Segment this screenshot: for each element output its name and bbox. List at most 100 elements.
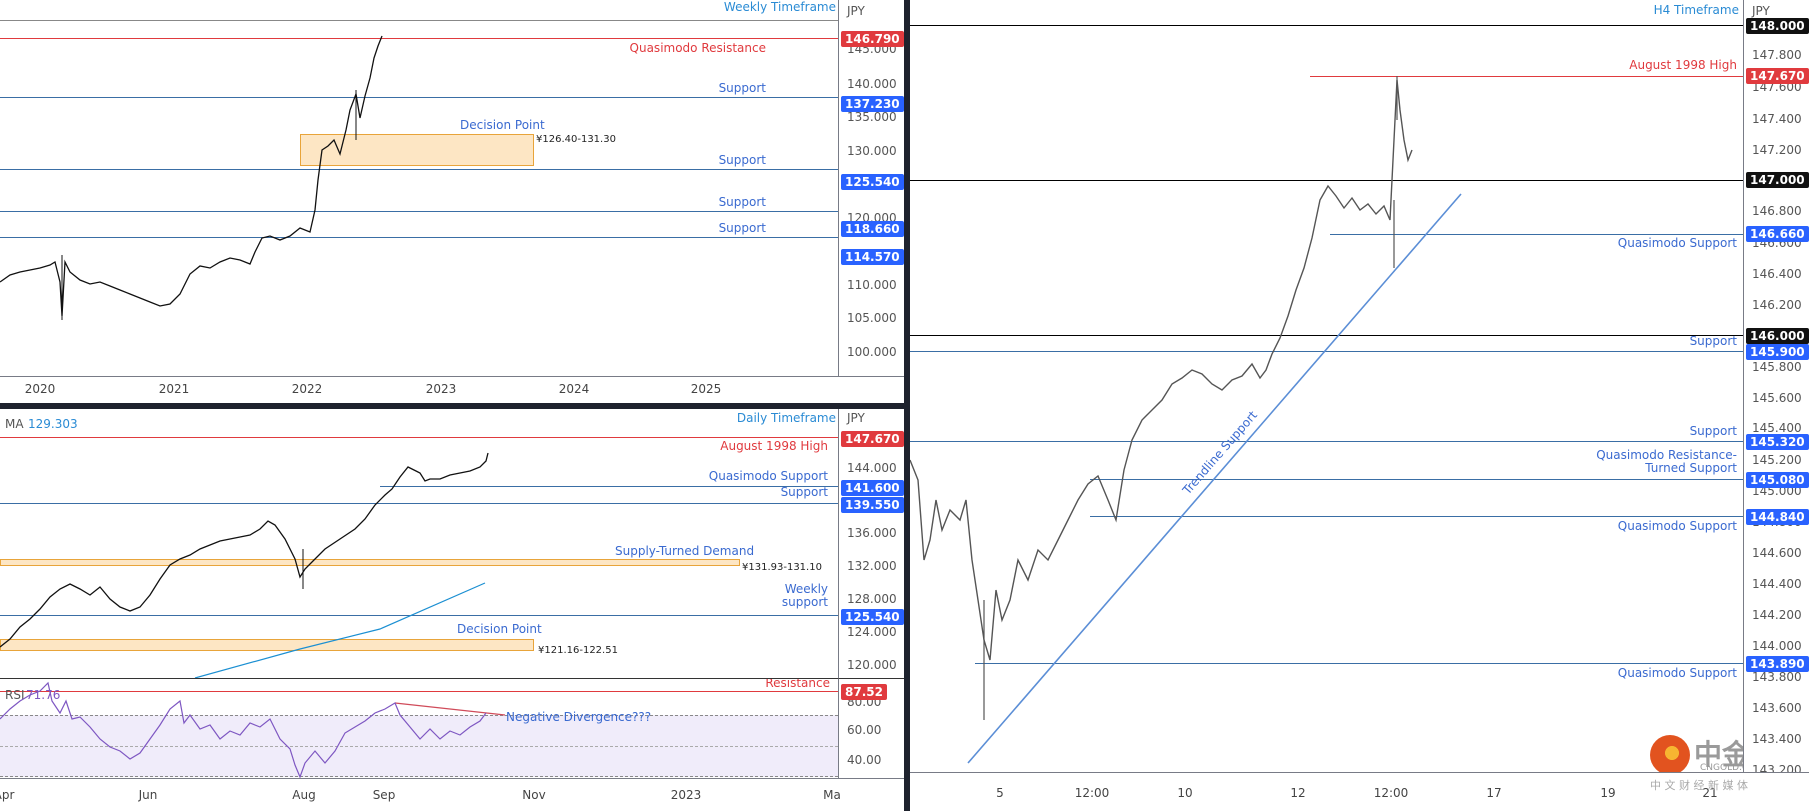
weekly-decision-point-zone[interactable] — [300, 134, 534, 166]
h4-candles — [910, 76, 1462, 764]
weekly-timeframe-label: Weekly Timeframe — [723, 0, 836, 14]
weekly-price-badge: 125.540 — [841, 174, 904, 190]
daily-level-label: Quasimodo Support — [708, 469, 828, 483]
price-tick: 146.800 — [1752, 204, 1802, 218]
price-tick: 146.400 — [1752, 267, 1802, 281]
weekly-price-axis[interactable]: JPY 145.000 140.000 135.000 130.000 120.… — [838, 0, 905, 376]
time-tick: 2023 — [425, 382, 457, 396]
rsi-label: RSI — [5, 688, 25, 702]
weekly-price-badge: 114.570 — [841, 249, 904, 265]
daily-level-label: August 1998 High — [720, 439, 828, 453]
h4-timeframe-label: H4 Timeframe — [1653, 3, 1739, 17]
h4-time-axis[interactable]: 5 12:00 10 12 12:00 17 19 21 中 文 财 经 新 媒… — [910, 772, 1809, 812]
supply-turned-demand-zone[interactable] — [0, 559, 740, 566]
daily-currency-label: JPY — [847, 411, 865, 425]
daily-price-badge: 139.550 — [841, 497, 904, 513]
h4-currency-label: JPY — [1752, 4, 1770, 18]
h4-level-line — [975, 663, 1743, 664]
daily-level-line — [0, 503, 838, 504]
h4-level-line-148 — [910, 25, 1743, 26]
weekly-zone-title: Decision Point — [460, 118, 545, 132]
daily-candles — [0, 452, 489, 678]
rsi-tick: 60.00 — [847, 723, 882, 737]
price-tick: 100.000 — [847, 345, 897, 359]
daily-timeframe-label: Daily Timeframe — [736, 411, 836, 425]
h4-price-badge: 144.840 — [1746, 509, 1809, 525]
time-tick: 12 — [1290, 786, 1306, 800]
h4-price-badge: 143.890 — [1746, 656, 1809, 672]
daily-price-badge: 141.600 — [841, 480, 904, 496]
price-tick: 120.000 — [847, 658, 897, 672]
pane-divider-horizontal[interactable] — [0, 403, 904, 409]
time-tick: Sep — [372, 788, 396, 802]
time-tick: 2021 — [158, 382, 190, 396]
h4-price-axis[interactable]: JPY 147.800 147.600 147.400 147.200 146.… — [1743, 0, 1809, 777]
h4-level-label: Quasimodo Support — [1617, 519, 1737, 533]
weekly-level-line — [0, 169, 838, 170]
daily-chart-pane[interactable]: MA 129.303 Daily Timeframe August 1998 H… — [0, 409, 838, 678]
daily-decision-point-zone[interactable] — [0, 639, 534, 651]
h4-price-badge: 145.320 — [1746, 434, 1809, 450]
h4-price-badge: 147.670 — [1746, 68, 1809, 84]
rsi-pane[interactable]: Resistance RSI 71.76 Negative Divergence… — [0, 678, 838, 779]
pane-divider-vertical[interactable] — [904, 0, 910, 811]
price-tick: 144.400 — [1752, 577, 1802, 591]
rsi-resistance-label: Resistance — [765, 678, 830, 690]
time-tick: 2025 — [690, 382, 722, 396]
time-tick: 19 — [1600, 786, 1616, 800]
price-tick: 146.200 — [1752, 298, 1802, 312]
weekly-level-label: Quasimodo Resistance — [629, 41, 766, 55]
price-tick: 135.000 — [847, 110, 897, 124]
rsi-70-line — [0, 715, 838, 716]
cngold-tagline: 中 文 财 经 新 媒 体 — [1650, 779, 1748, 792]
h4-level-label: Quasimodo Support — [1617, 236, 1737, 250]
weekly-zone-range: ¥126.40-131.30 — [536, 134, 616, 145]
rsi-50-line — [0, 746, 838, 747]
rsi-tick: 40.00 — [847, 753, 882, 767]
daily-zone-title: Supply-Turned Demand — [615, 544, 755, 558]
daily-level-line — [380, 486, 838, 487]
time-tick: 12:00 — [1373, 786, 1409, 800]
price-tick: 147.200 — [1752, 143, 1802, 157]
price-tick: 136.000 — [847, 526, 897, 540]
weekly-price-badge: 137.230 — [841, 96, 904, 112]
daily-level-label: Weekly support — [781, 582, 828, 609]
h4-level-line — [1090, 516, 1743, 517]
price-tick: 147.800 — [1752, 48, 1802, 62]
price-tick: 143.400 — [1752, 732, 1802, 746]
rsi-30-line — [0, 776, 838, 777]
cngold-watermark: 中金网 CNGOLD.COM.CN — [1650, 735, 1743, 772]
h4-price-badge: 146.000 — [1746, 328, 1809, 344]
h4-level-label: Quasimodo Resistance-Turned Support — [1596, 448, 1737, 475]
cngold-logo-icon — [1650, 735, 1690, 772]
weekly-level-label: Support — [718, 221, 766, 235]
daily-level-label: Support — [780, 485, 828, 499]
time-tick: 17 — [1486, 786, 1502, 800]
h4-level-label: August 1998 High — [1629, 58, 1737, 72]
weekly-price-badge: 146.790 — [841, 31, 904, 47]
price-tick: 130.000 — [847, 144, 897, 158]
price-tick: 144.000 — [1752, 639, 1802, 653]
weekly-top-line — [0, 20, 838, 21]
daily-price-badge: 125.540 — [841, 609, 904, 625]
h4-chart-pane[interactable]: H4 Timeframe August 1998 High Quasimodo … — [910, 0, 1743, 772]
time-tick: 5 — [996, 786, 1004, 800]
weekly-time-axis[interactable]: 2020 2021 2022 2023 2024 2025 — [0, 376, 904, 404]
rsi-resistance-badge: 87.52 — [841, 684, 887, 700]
price-tick: 143.600 — [1752, 701, 1802, 715]
time-tick: 2024 — [558, 382, 590, 396]
trendline-support — [967, 193, 1462, 764]
h4-level-line — [910, 351, 1743, 352]
weekly-chart-pane[interactable]: Weekly Timeframe Quasimodo Resistance Su… — [0, 0, 838, 376]
price-tick: 124.000 — [847, 625, 897, 639]
time-tick: 2022 — [291, 382, 323, 396]
daily-time-axis[interactable]: Apr Jun Aug Sep Nov 2023 Ma — [0, 778, 904, 812]
time-tick: Jun — [138, 788, 158, 802]
h4-level-label: Support — [1689, 334, 1737, 348]
price-tick: 145.600 — [1752, 391, 1802, 405]
daily-price-axis[interactable]: JPY 144.000 136.000 132.000 128.000 124.… — [838, 409, 905, 678]
h4-price-badge: 148.000 — [1746, 18, 1809, 34]
rsi-axis[interactable]: 80.00 60.00 40.00 87.52 — [838, 678, 905, 779]
h4-price-badge: 146.660 — [1746, 226, 1809, 242]
h4-level-line — [1090, 479, 1743, 480]
